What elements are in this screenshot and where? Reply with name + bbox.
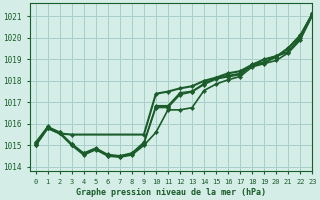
X-axis label: Graphe pression niveau de la mer (hPa): Graphe pression niveau de la mer (hPa) [76, 188, 266, 197]
